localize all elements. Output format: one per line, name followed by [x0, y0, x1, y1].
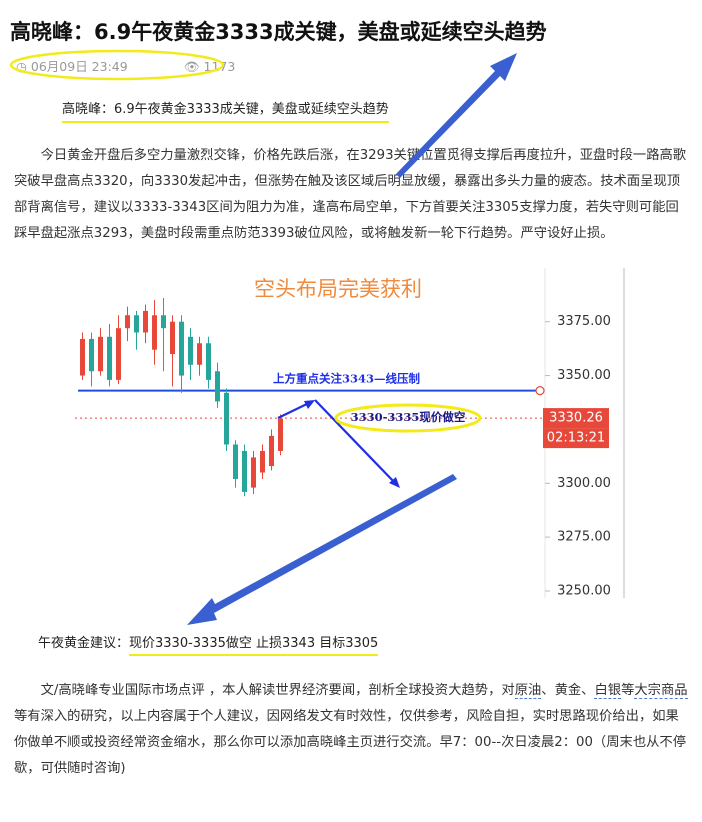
candle-body	[98, 336, 103, 372]
chart-title: 空头布局完美获利	[254, 277, 422, 301]
y-tick-label: 3375.00	[557, 314, 611, 329]
candle-body	[188, 336, 193, 365]
candle-body	[143, 310, 148, 333]
highlight-ellipse	[334, 403, 482, 433]
candle-body	[125, 315, 130, 329]
views-text: 1173	[203, 59, 236, 74]
candle-body	[134, 315, 139, 333]
candle-body	[260, 450, 265, 473]
candle-body	[161, 315, 166, 329]
annotation: 上方重点关注3343—线压制	[273, 372, 420, 386]
text: 文/高晓峰专业国际市场点评 ，本人解读世界经济要闻，剖析全球投资大趋势，对	[40, 683, 515, 698]
chart: 空头布局完美获利 3250.00 3275.00 3300.00 3350.00 337…	[75, 268, 628, 598]
text: 等有深入的研究，以上内容属于个人建议，因网络发文有时效性，仅供参考，风险自担，实…	[14, 709, 687, 776]
link[interactable]: 大宗商品	[634, 683, 688, 699]
arrow-up	[277, 401, 312, 419]
text: 、黄金、	[541, 683, 595, 698]
countdown-box	[543, 428, 609, 449]
candle-body	[278, 418, 283, 451]
link[interactable]: 原油	[514, 683, 542, 699]
view-count: 👁 1173	[183, 59, 236, 74]
arrow-head	[304, 400, 315, 409]
price-label: 3330.26	[549, 411, 603, 426]
advice: 午夜黄金建议：现价3330-3335做空 止损3343 目标3305	[38, 632, 379, 656]
annotation: 3330-3335现价做空	[351, 410, 466, 424]
publish-date: ◷ 06月09日 23:49	[16, 59, 128, 74]
candle-body	[224, 392, 229, 445]
candle-body	[179, 321, 184, 376]
line-handle	[535, 386, 545, 396]
candle-body	[116, 328, 121, 380]
paragraph: 文/高晓峰专业国际市场点评 ，本人解读世界经济要闻，剖析全球投资大趋势，对原油、…	[14, 678, 690, 782]
candle-body	[251, 457, 256, 488]
y-tick-label: 3250.00	[557, 584, 611, 599]
candle-body	[152, 315, 157, 350]
candle-body	[197, 343, 202, 365]
countdown-label: 02:13:21	[547, 431, 605, 446]
date-text: 06月09日 23:49	[30, 59, 128, 74]
y-tick-label: 3350.00	[557, 368, 611, 383]
candle-body	[233, 444, 238, 479]
candle-body	[206, 343, 211, 380]
candle-body	[89, 338, 94, 372]
y-tick-label: 3300.00	[557, 476, 611, 491]
advice-text: 现价3330-3335做空 止损3343 目标3305	[129, 636, 379, 656]
advice-label: 午夜黄金建议：	[38, 636, 130, 651]
candle-body	[215, 371, 220, 402]
candle-body	[107, 336, 112, 380]
candle-body	[269, 435, 274, 467]
candle-body	[80, 338, 85, 376]
arrow-down	[314, 399, 397, 485]
article-title: 高晓峰：6.9午夜黄金3333成关键，美盘或延续空头趋势	[10, 20, 547, 44]
article-meta: ◷ 06月09日 23:49 👁 1173	[16, 56, 287, 75]
text: 等	[621, 683, 635, 698]
price-box	[543, 408, 609, 429]
paragraph: 今日黄金开盘后多空力量激烈交锋，价格先跌后涨，在3293关键位置觅得支撑后再度拉…	[14, 148, 687, 241]
link[interactable]: 白银	[594, 683, 622, 699]
candle-body	[242, 450, 247, 492]
y-tick-label: 3275.00	[557, 530, 611, 545]
article-subtitle: 高晓峰：6.9午夜黄金3333成关键，美盘或延续空头趋势	[62, 98, 389, 123]
candle-body	[170, 321, 175, 355]
